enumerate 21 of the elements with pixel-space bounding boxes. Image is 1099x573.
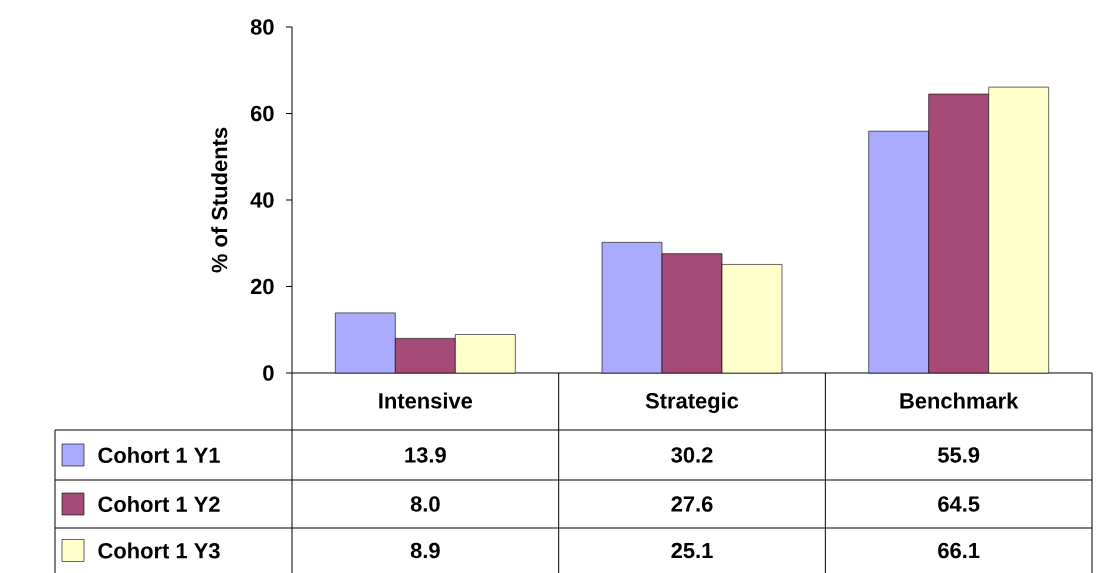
data-label: 25.1 [671, 542, 713, 559]
data-label: 64.5 [938, 496, 980, 512]
data-label: 8.9 [410, 542, 440, 559]
y-tick-label: 60 [250, 105, 274, 122]
y-tick-label: 20 [250, 278, 274, 295]
data-label: 8.0 [410, 496, 440, 512]
legend-label: Cohort 1 Y1 [98, 446, 220, 464]
y-tick-label: 80 [250, 19, 274, 35]
x-tick-label: Intensive [379, 392, 473, 409]
legend-label: Cohort 1 Y2 [98, 495, 220, 513]
data-label: 30.2 [671, 447, 713, 463]
data-label: 27.6 [671, 496, 713, 512]
x-tick-label: Benchmark [900, 392, 1019, 409]
x-tick-label: Strategic [645, 392, 739, 414]
y-axis-title: % of Students [211, 127, 228, 273]
data-label: 55.9 [938, 447, 980, 463]
legend-label: Cohort 1 Y3 [98, 542, 220, 559]
data-label: 66.1 [938, 542, 980, 559]
data-label: 13.9 [405, 447, 446, 463]
y-tick-label: 0 [263, 365, 274, 381]
y-tick-label: 40 [250, 192, 274, 208]
